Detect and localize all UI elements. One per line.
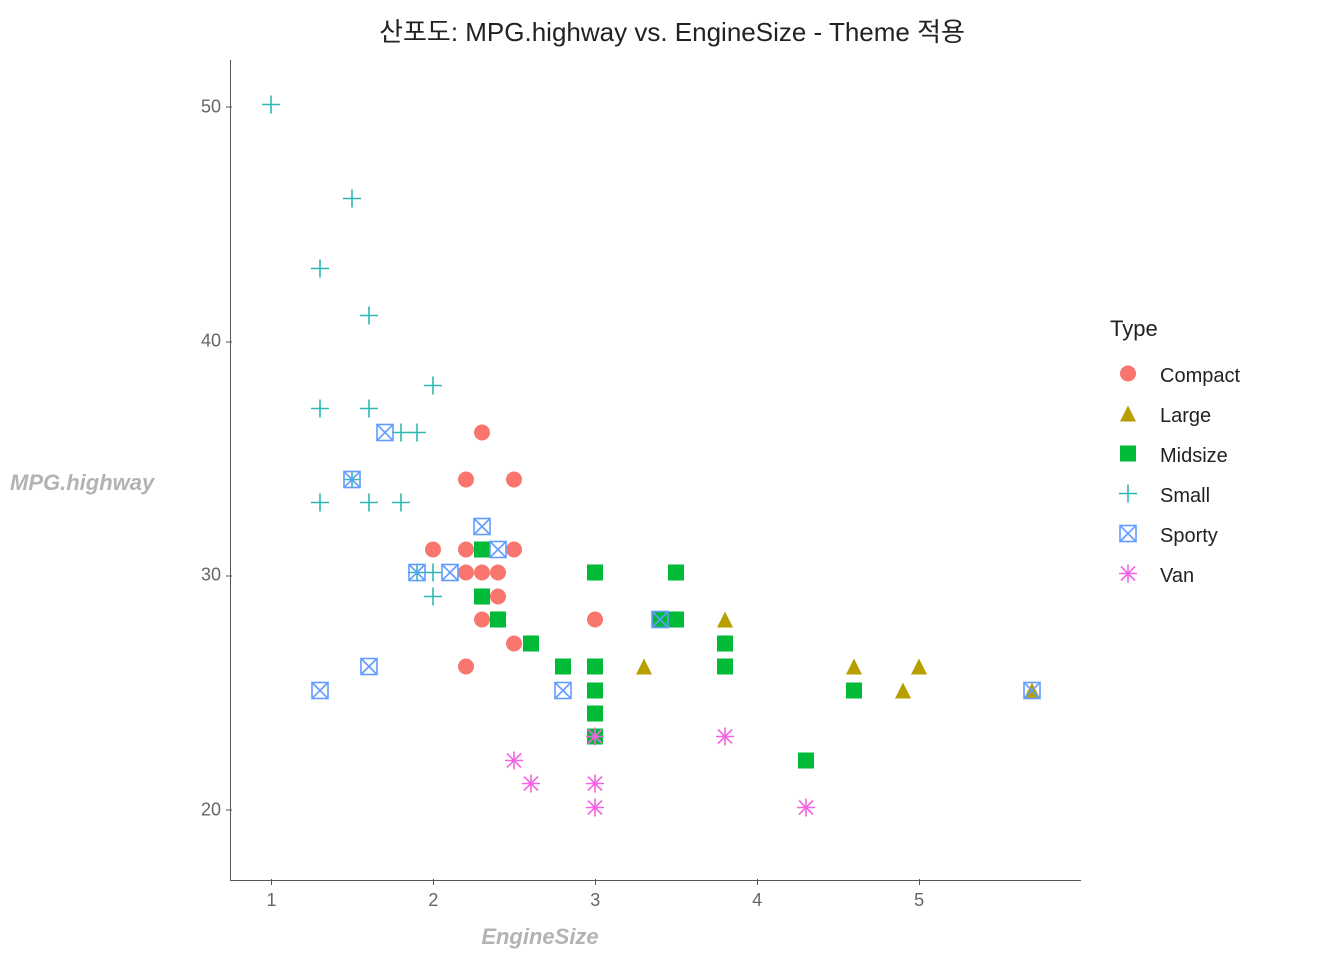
legend: Type Compact Large Midsize Small Sporty Va… (1110, 316, 1240, 596)
data-point-sporty (376, 423, 394, 446)
data-point-large (845, 658, 863, 681)
data-point-midsize (522, 634, 540, 657)
data-point-small (408, 423, 426, 446)
data-point-small (360, 306, 378, 329)
data-point-midsize (586, 705, 604, 728)
chart-container: 산포도: MPG.highway vs. EngineSize - Theme … (0, 0, 1344, 960)
legend-item-midsize: Midsize (1110, 436, 1240, 476)
data-point-midsize (586, 658, 604, 681)
legend-label: Van (1160, 565, 1194, 588)
data-point-midsize (489, 611, 507, 634)
data-point-midsize (716, 634, 734, 657)
data-point-sporty (554, 681, 572, 704)
data-point-sporty (1023, 681, 1041, 704)
legend-item-sporty: Sporty (1110, 516, 1240, 556)
legend-label: Large (1160, 405, 1211, 428)
x-tick: 4 (752, 880, 762, 911)
data-point-small (360, 494, 378, 517)
plot-area: 2030405012345 (230, 60, 1081, 881)
data-point-midsize (554, 658, 572, 681)
data-point-midsize (586, 564, 604, 587)
x-tick: 5 (914, 880, 924, 911)
y-axis-label: MPG.highway (10, 470, 154, 496)
data-point-van (586, 798, 604, 821)
y-tick: 30 (201, 565, 231, 586)
data-point-midsize (586, 681, 604, 704)
legend-label: Compact (1160, 365, 1240, 388)
data-point-midsize (473, 587, 491, 610)
data-point-sporty (489, 541, 507, 564)
data-point-sporty (473, 517, 491, 540)
legend-title: Type (1110, 316, 1240, 342)
midsize-marker-icon (1110, 438, 1146, 474)
legend-item-small: Small (1110, 476, 1240, 516)
data-point-midsize (797, 751, 815, 774)
data-point-small (262, 95, 280, 118)
x-tick: 3 (590, 880, 600, 911)
legend-label: Sporty (1160, 525, 1218, 548)
data-point-van (505, 751, 523, 774)
data-point-compact (457, 470, 475, 493)
data-point-small (343, 189, 361, 212)
data-point-compact (586, 611, 604, 634)
data-point-large (716, 611, 734, 634)
compact-marker-icon (1110, 358, 1146, 394)
data-point-sporty (311, 681, 329, 704)
y-tick: 40 (201, 331, 231, 352)
data-point-small (392, 494, 410, 517)
large-marker-icon (1110, 398, 1146, 434)
chart-title: 산포도: MPG.highway vs. EngineSize - Theme … (0, 12, 1344, 49)
data-point-sporty (408, 564, 426, 587)
data-point-large (635, 658, 653, 681)
data-point-small (311, 400, 329, 423)
y-tick: 50 (201, 96, 231, 117)
van-marker-icon (1110, 558, 1146, 594)
data-point-midsize (667, 564, 685, 587)
legend-item-van: Van (1110, 556, 1240, 596)
legend-label: Midsize (1160, 445, 1228, 468)
data-point-midsize (716, 658, 734, 681)
data-point-midsize (667, 611, 685, 634)
data-point-van (797, 798, 815, 821)
data-point-sporty (441, 564, 459, 587)
data-point-compact (473, 423, 491, 446)
y-tick: 20 (201, 799, 231, 820)
legend-item-large: Large (1110, 396, 1240, 436)
data-point-van (586, 775, 604, 798)
data-point-compact (489, 587, 507, 610)
sporty-marker-icon (1110, 518, 1146, 554)
data-point-compact (489, 564, 507, 587)
x-axis-label: EngineSize (0, 924, 1080, 950)
data-point-small (311, 494, 329, 517)
data-point-compact (424, 541, 442, 564)
data-point-van (586, 728, 604, 751)
x-tick: 1 (266, 880, 276, 911)
legend-label: Small (1160, 485, 1210, 508)
data-point-van (522, 775, 540, 798)
data-point-small (424, 587, 442, 610)
data-point-compact (505, 541, 523, 564)
data-point-small (424, 377, 442, 400)
data-point-compact (505, 470, 523, 493)
data-point-large (894, 681, 912, 704)
data-point-sporty (360, 658, 378, 681)
data-point-small (311, 259, 329, 282)
data-point-van (716, 728, 734, 751)
x-tick: 2 (428, 880, 438, 911)
small-marker-icon (1110, 478, 1146, 514)
data-point-compact (457, 658, 475, 681)
data-point-sporty (651, 611, 669, 634)
data-point-large (910, 658, 928, 681)
data-point-midsize (845, 681, 863, 704)
legend-item-compact: Compact (1110, 356, 1240, 396)
data-point-sporty (343, 470, 361, 493)
data-point-small (360, 400, 378, 423)
